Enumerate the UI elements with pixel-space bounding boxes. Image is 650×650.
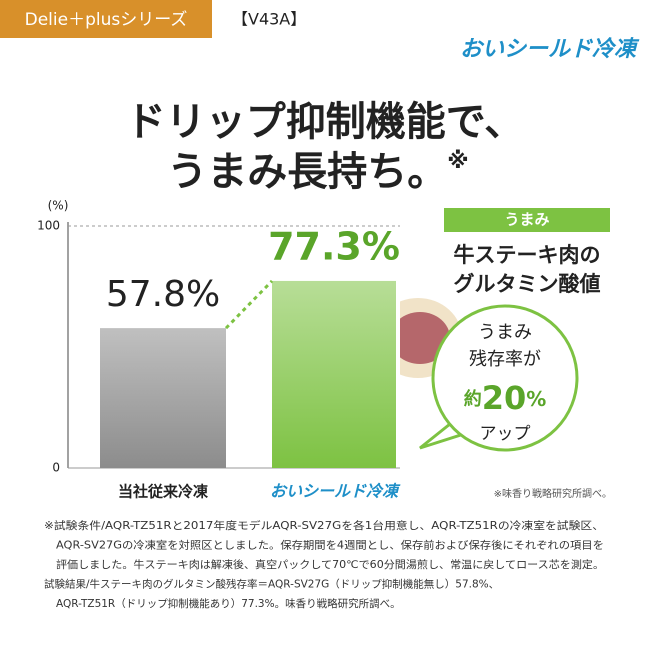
- footnote: 試験結果/牛ステーキ肉のグルタミン酸残存率＝AQR-SV27G（ドリップ抑制機能…: [44, 578, 499, 591]
- y-tick-label: 0: [52, 461, 60, 475]
- footnote: AQR-TZ51R（ドリップ抑制機能あり）77.3%。味香り戦略研究所調べ。: [56, 597, 401, 610]
- value-label: 57.8%: [106, 274, 220, 315]
- bubble-unit: %: [526, 387, 546, 411]
- headline: うまみ長持ち。※: [167, 149, 468, 195]
- headline: ドリップ抑制機能で、: [126, 99, 524, 145]
- bubble-number: 20: [482, 379, 527, 417]
- model: 【V43A】: [232, 10, 306, 29]
- series-badge: Delie＋plusシリーズ: [25, 10, 188, 30]
- footnote: 評価しました。牛ステーキ肉は解凍後、真空パックして70℃で60分間湯煎し、常温に…: [56, 558, 604, 571]
- y-unit: (%): [48, 199, 69, 213]
- bubble-prefix: 約: [464, 388, 482, 410]
- source: ※味香り戦略研究所調べ。: [494, 487, 612, 500]
- x-tick-label: 当社従来冷凍: [118, 483, 209, 501]
- badge-bg: [0, 0, 212, 38]
- footnotes: ※試験条件/AQR-TZ51Rと2017年度モデルAQR-SV27Gを各1台用意…: [44, 519, 604, 610]
- panel-title: グルタミン酸値: [454, 272, 601, 296]
- bubble-text: 残存率が: [469, 349, 541, 370]
- logo: おいシールド冷凍: [460, 37, 640, 62]
- headline-mark: ※: [447, 149, 468, 174]
- bubble: [431, 304, 579, 452]
- bubble-text: アップ: [480, 424, 531, 444]
- x-tick-label: おいシールド冷凍: [270, 482, 401, 501]
- footnote: AQR-SV27Gの冷凍室を対照区としました。保存期間を4週間とし、保存前および…: [56, 539, 604, 552]
- panel-title: 牛ステーキ肉の: [454, 243, 601, 267]
- steak: [390, 312, 450, 364]
- bar: [272, 280, 396, 468]
- tag-bg: [444, 208, 610, 232]
- headline-line: うまみ長持ち。: [167, 149, 447, 195]
- chart: (%) 0 100 57.8% 当社従来冷凍 77.3% おいシールド冷凍: [37, 199, 401, 501]
- footnote: ※試験条件/AQR-TZ51Rと2017年度モデルAQR-SV27Gを各1台用意…: [44, 519, 604, 532]
- value-label: 77.3%: [268, 224, 400, 268]
- bubble-text: うまみ: [478, 322, 532, 343]
- tag: うまみ: [504, 211, 549, 229]
- bar: [100, 328, 226, 468]
- connector: [224, 279, 274, 330]
- y-tick-label: 100: [37, 219, 60, 233]
- bubble-amount: 約20%: [464, 379, 547, 417]
